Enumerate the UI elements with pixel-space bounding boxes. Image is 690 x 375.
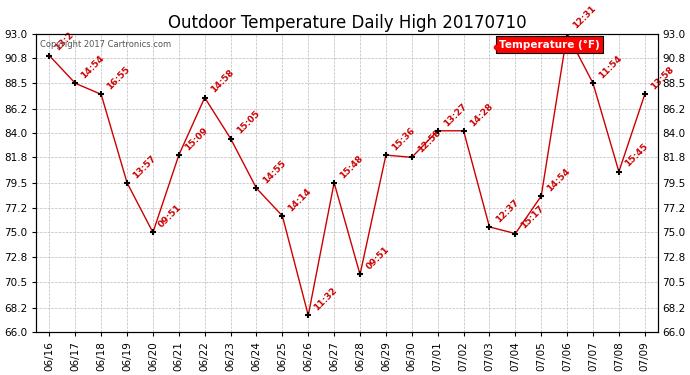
Text: 15:05: 15:05 bbox=[235, 109, 262, 136]
Text: 15:09: 15:09 bbox=[183, 126, 210, 152]
Text: 14:54: 14:54 bbox=[79, 54, 106, 81]
Title: Outdoor Temperature Daily High 20170710: Outdoor Temperature Daily High 20170710 bbox=[168, 14, 526, 32]
Text: Temperature (°F): Temperature (°F) bbox=[500, 39, 600, 50]
Text: 14:54: 14:54 bbox=[545, 166, 572, 193]
Text: 15:36: 15:36 bbox=[390, 126, 417, 152]
Text: 13:27: 13:27 bbox=[442, 101, 469, 128]
Text: 12:31: 12:31 bbox=[571, 4, 598, 31]
Text: Copyright 2017 Cartronics.com: Copyright 2017 Cartronics.com bbox=[39, 39, 170, 48]
Text: 13:57: 13:57 bbox=[131, 153, 158, 180]
Text: 14:14: 14:14 bbox=[286, 186, 313, 213]
Text: 15:17: 15:17 bbox=[520, 204, 546, 231]
Text: 13:2: 13:2 bbox=[54, 31, 76, 53]
Text: 11:32: 11:32 bbox=[313, 286, 339, 313]
Text: 13:58: 13:58 bbox=[649, 65, 676, 92]
Text: 12:58: 12:58 bbox=[416, 128, 442, 154]
Text: 09:51: 09:51 bbox=[157, 203, 184, 230]
Text: 15:45: 15:45 bbox=[623, 142, 650, 169]
Text: 16:55: 16:55 bbox=[106, 65, 132, 92]
Text: 09:51: 09:51 bbox=[364, 245, 391, 272]
Text: 14:55: 14:55 bbox=[261, 159, 287, 186]
Text: 14:28: 14:28 bbox=[468, 101, 495, 128]
Text: 15:48: 15:48 bbox=[338, 153, 365, 180]
Text: 12:37: 12:37 bbox=[493, 198, 520, 224]
Text: 11:54: 11:54 bbox=[597, 54, 624, 81]
Text: 14:58: 14:58 bbox=[209, 68, 235, 95]
